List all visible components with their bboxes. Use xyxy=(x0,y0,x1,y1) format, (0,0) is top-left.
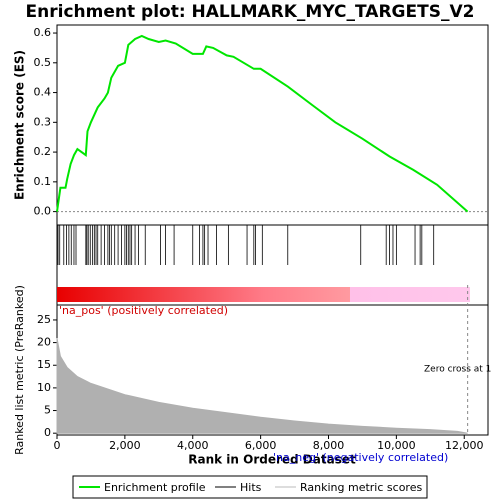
y-axis-label: Enrichment score (ES) xyxy=(13,50,27,200)
x-tick-label: 2,000 xyxy=(109,439,141,452)
legend-label: Enrichment profile xyxy=(104,481,206,494)
y-tick-label: 0.4 xyxy=(34,86,52,99)
x-tick-label: 0 xyxy=(54,439,61,452)
y-tick-label: 0.1 xyxy=(34,175,52,188)
x-axis-label: Rank in Ordered Dataset xyxy=(188,453,356,467)
x-tick-label: 8,000 xyxy=(313,439,345,452)
annotation: 'na_neg' (negatively correlated) xyxy=(273,451,448,464)
x-tick-label: 10,000 xyxy=(377,439,416,452)
legend-label: Ranking metric scores xyxy=(300,481,422,494)
metric-area xyxy=(56,338,468,434)
y-tick-label: 5 xyxy=(44,404,51,417)
y-tick-label: 10 xyxy=(37,381,51,394)
y-tick-label: 25 xyxy=(37,313,51,326)
y-tick-label: 0.0 xyxy=(34,205,52,218)
y-tick-label: 0 xyxy=(44,426,51,439)
x-tick-label: 12,000 xyxy=(445,439,484,452)
y-tick-label: 0.3 xyxy=(34,115,52,128)
y-tick-label: 0.6 xyxy=(34,26,52,39)
y-tick-label: 20 xyxy=(37,336,51,349)
rank-colorbar xyxy=(57,287,470,302)
es-panel xyxy=(56,24,489,226)
y-tick-label: 15 xyxy=(37,358,51,371)
annotation: Zero cross at 1 xyxy=(424,365,491,375)
y-axis-label: Ranked list metric (PreRanked) xyxy=(13,285,26,455)
x-tick-label: 4,000 xyxy=(177,439,209,452)
chart-title: Enrichment plot: HALLMARK_MYC_TARGETS_V2 xyxy=(26,2,475,22)
legend xyxy=(72,475,428,499)
legend-label: Hits xyxy=(240,481,262,494)
y-tick-label: 0.2 xyxy=(34,145,52,158)
es-curve xyxy=(56,34,469,213)
y-tick-label: 0.5 xyxy=(34,56,52,69)
annotation: 'na_pos' (positively correlated) xyxy=(59,304,228,317)
x-tick-label: 6,000 xyxy=(245,439,277,452)
